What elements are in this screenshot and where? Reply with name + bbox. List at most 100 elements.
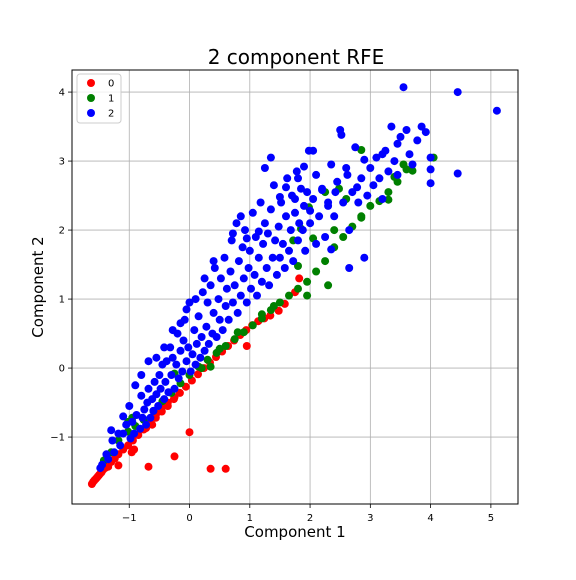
data-point xyxy=(245,246,254,255)
data-point xyxy=(275,298,284,307)
data-point xyxy=(300,162,308,171)
data-point xyxy=(191,360,200,369)
data-point xyxy=(209,257,218,266)
data-point xyxy=(269,302,278,310)
data-point xyxy=(140,405,149,414)
y-tick-label: 4 xyxy=(59,88,65,99)
data-point xyxy=(160,343,169,352)
data-point xyxy=(269,181,278,190)
data-point xyxy=(196,353,205,362)
data-point xyxy=(378,195,387,203)
data-point xyxy=(339,233,348,241)
data-point xyxy=(241,226,249,235)
data-point xyxy=(360,155,369,164)
data-point xyxy=(393,170,402,179)
data-point xyxy=(239,274,248,283)
data-point xyxy=(342,164,351,172)
data-point xyxy=(272,270,281,279)
data-point xyxy=(128,417,137,426)
data-point xyxy=(239,328,248,337)
data-point xyxy=(176,346,185,355)
data-point xyxy=(233,308,242,317)
x-tick-label: 0 xyxy=(186,513,192,524)
data-point xyxy=(206,464,215,473)
data-point xyxy=(275,193,284,201)
data-point xyxy=(257,310,266,319)
data-point xyxy=(254,227,263,236)
data-point xyxy=(238,243,247,252)
data-point xyxy=(402,126,411,134)
data-point xyxy=(453,169,462,178)
data-point xyxy=(262,264,271,272)
data-point xyxy=(168,353,177,362)
data-point xyxy=(345,264,354,272)
data-point xyxy=(286,226,295,235)
data-point xyxy=(297,184,305,193)
data-point xyxy=(232,219,241,228)
data-point xyxy=(357,174,366,183)
data-point xyxy=(327,160,336,169)
data-point xyxy=(218,326,227,335)
data-point xyxy=(179,336,188,345)
data-point xyxy=(167,371,176,379)
x-tick-label: 2 xyxy=(307,513,313,524)
data-point xyxy=(248,208,257,217)
data-point xyxy=(396,132,405,141)
data-point xyxy=(300,201,308,210)
data-point xyxy=(178,367,187,376)
legend-label: 1 xyxy=(108,94,114,105)
data-point xyxy=(275,253,284,262)
data-point xyxy=(303,291,312,300)
data-point xyxy=(185,298,194,307)
series-2-points xyxy=(96,83,501,473)
data-point xyxy=(306,219,315,228)
data-point xyxy=(221,464,230,473)
data-point xyxy=(321,257,330,266)
data-point xyxy=(413,136,422,145)
data-point xyxy=(294,174,302,183)
data-point xyxy=(228,298,237,307)
data-point xyxy=(202,322,211,331)
data-point xyxy=(234,257,243,266)
legend-marker-2 xyxy=(87,109,95,117)
data-point xyxy=(265,281,274,290)
data-point xyxy=(138,413,147,422)
data-points xyxy=(87,83,501,488)
data-point xyxy=(224,315,233,324)
data-point xyxy=(353,183,362,192)
data-point xyxy=(408,166,417,175)
data-point xyxy=(387,122,396,131)
data-point xyxy=(233,328,242,337)
data-point xyxy=(137,391,146,400)
data-point xyxy=(366,201,375,210)
data-point xyxy=(203,298,212,307)
data-point xyxy=(357,146,366,154)
data-point xyxy=(360,253,369,262)
data-point xyxy=(137,371,146,379)
data-point xyxy=(324,198,333,207)
data-point xyxy=(194,312,203,321)
data-point xyxy=(426,165,435,174)
data-point xyxy=(212,333,221,341)
data-point xyxy=(228,229,237,238)
data-point xyxy=(221,342,230,350)
data-point xyxy=(405,150,414,159)
data-point xyxy=(260,164,269,172)
data-point xyxy=(242,342,251,350)
y-tick-label: 2 xyxy=(59,226,65,237)
data-point xyxy=(170,452,179,461)
data-point xyxy=(399,160,408,169)
data-point xyxy=(363,191,372,200)
data-point xyxy=(366,164,375,172)
data-point xyxy=(136,424,145,433)
data-point xyxy=(104,462,113,471)
data-point xyxy=(271,236,280,245)
data-point xyxy=(227,236,236,245)
data-point xyxy=(399,83,408,92)
data-point xyxy=(116,441,125,450)
data-point xyxy=(309,195,318,203)
data-point xyxy=(214,295,223,304)
data-point xyxy=(384,167,393,176)
data-point xyxy=(197,333,206,341)
